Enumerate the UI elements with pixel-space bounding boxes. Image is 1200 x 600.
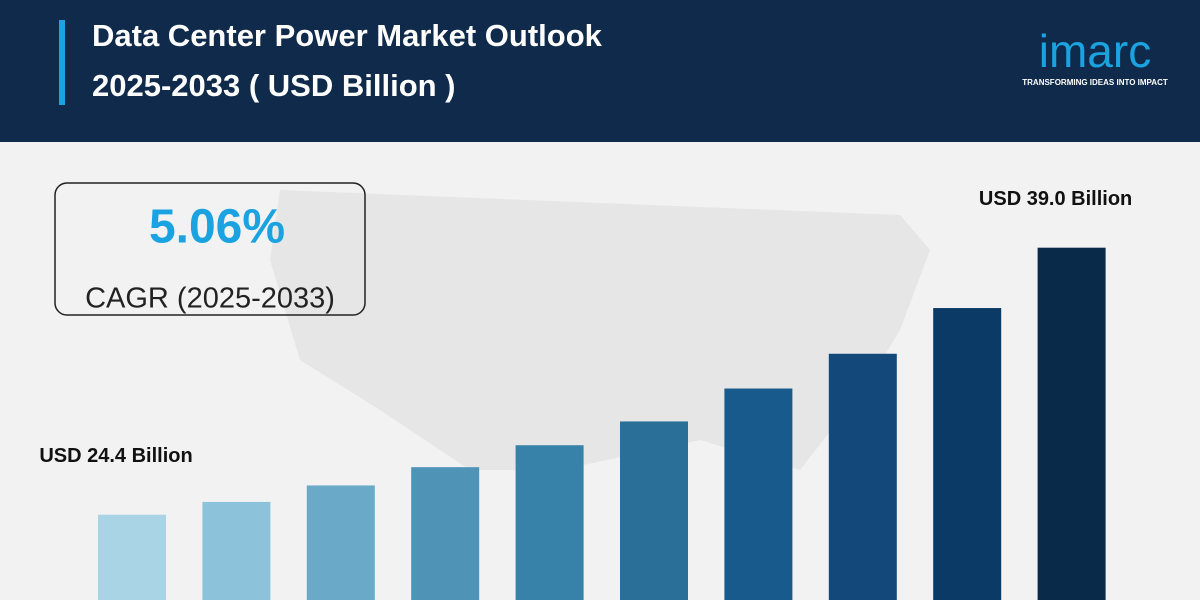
- logo-tagline: TRANSFORMING IDEAS INTO IMPACT: [1022, 78, 1168, 87]
- bar: [515, 445, 584, 600]
- bar: [98, 514, 166, 600]
- title-line: Data Center Power Market Outlook: [92, 18, 603, 53]
- bar: [620, 421, 688, 600]
- bar-chart: USD 24.4 Billion USD 39.0 Billion: [39, 188, 1132, 600]
- header-band: [0, 0, 1200, 142]
- cagr-value: 5.06%: [149, 201, 285, 254]
- bar: [411, 467, 480, 600]
- cagr-box: [54, 182, 366, 316]
- header-accent: [59, 20, 65, 105]
- bar: [724, 388, 793, 600]
- bar: [202, 501, 271, 600]
- value-label: USD 39.0 Billion: [979, 188, 1132, 210]
- logo-name: imarc: [1039, 25, 1151, 77]
- bar: [828, 353, 897, 600]
- bar: [933, 308, 1002, 600]
- value-label: USD 24.4 Billion: [39, 445, 192, 467]
- cagr-label: CAGR (2025-2033): [85, 283, 335, 315]
- bar: [1037, 247, 1106, 600]
- bar: [306, 485, 375, 600]
- title-line: 2025-2033 ( USD Billion ): [92, 68, 456, 103]
